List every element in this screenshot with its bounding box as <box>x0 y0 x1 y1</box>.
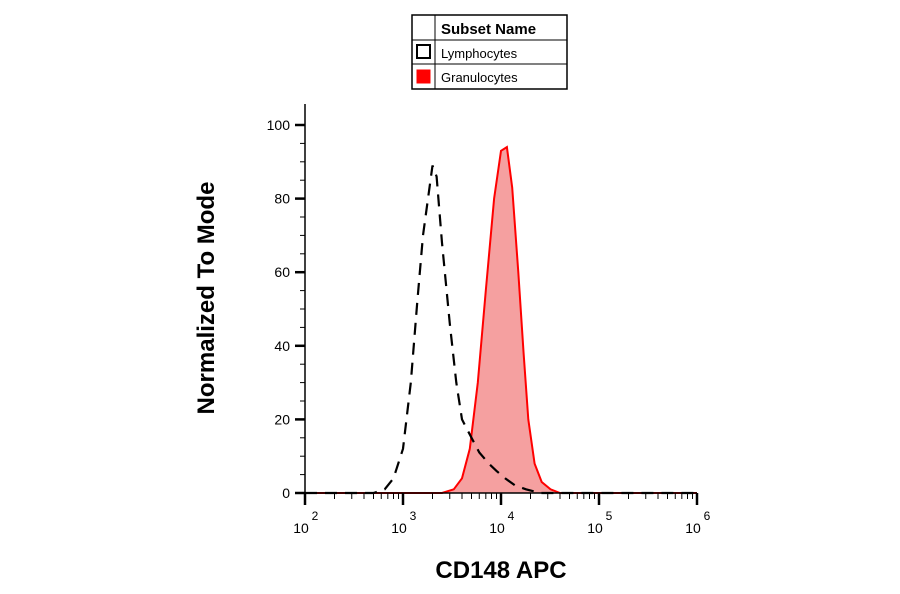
y-axis-ticks: 0 20 40 60 80 100 <box>267 117 305 501</box>
x-tick-exponent: 3 <box>410 509 417 523</box>
legend: Subset Name Lymphocytes Granulocytes <box>411 14 568 90</box>
legend-frame <box>411 14 568 90</box>
x-tick-exponent: 5 <box>606 509 613 523</box>
legend-swatch-lymphocytes <box>416 44 431 59</box>
legend-title: Subset Name <box>441 21 536 38</box>
series-fill-granulocytes <box>305 147 697 493</box>
y-axis-label: Normalized To Mode <box>193 182 220 415</box>
plot-area <box>305 145 697 495</box>
x-tick-label: 10 <box>489 520 505 536</box>
x-tick-exponent: 6 <box>704 509 711 523</box>
x-tick-label: 10 <box>293 520 309 536</box>
y-tick-label: 100 <box>267 117 291 133</box>
y-tick-label: 0 <box>282 485 290 501</box>
x-tick-label: 10 <box>685 520 701 536</box>
series-line-lymphocytes <box>305 165 697 495</box>
y-tick-label: 40 <box>274 338 290 354</box>
y-tick-label: 60 <box>274 264 290 280</box>
y-tick-label: 20 <box>274 411 290 427</box>
x-tick-exponent: 2 <box>312 509 319 523</box>
y-tick-label: 80 <box>274 191 290 207</box>
x-tick-exponent: 4 <box>508 509 515 523</box>
x-tick-label: 10 <box>587 520 603 536</box>
series-line-granulocytes <box>305 145 697 494</box>
x-tick-label: 10 <box>391 520 407 536</box>
x-axis-label: CD148 APC <box>435 557 566 584</box>
legend-entry-granulocytes: Granulocytes <box>441 70 518 85</box>
legend-swatch-granulocytes <box>416 69 431 84</box>
legend-entry-lymphocytes: Lymphocytes <box>441 46 518 61</box>
